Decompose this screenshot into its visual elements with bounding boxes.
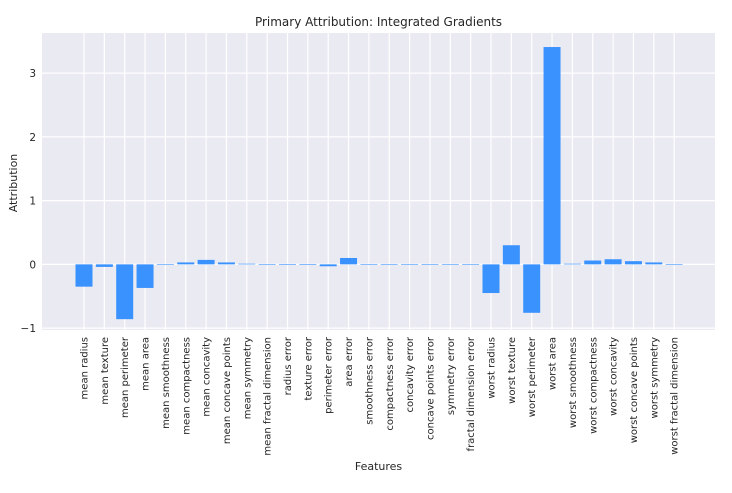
- bar-fractal-dimension-error: [462, 264, 480, 265]
- y-axis-label: Attribution: [7, 154, 20, 213]
- x-tick-label: perimeter error: [324, 336, 335, 414]
- x-tick-label: worst concavity: [609, 337, 620, 416]
- x-tick-label: radius error: [283, 336, 294, 395]
- x-tick-label: mean smoothness: [161, 337, 172, 429]
- y-tick-label: 2: [29, 132, 36, 144]
- bar-smoothness-error: [360, 264, 378, 265]
- x-tick-label: concave points error: [425, 336, 436, 440]
- x-tick-label: mean texture: [100, 337, 111, 405]
- bar-worst-fractal-dimension: [665, 264, 683, 265]
- x-tick-label: mean symmetry: [242, 337, 253, 419]
- bar-worst-concave-points: [624, 261, 642, 265]
- bar-mean-fractal-dimension: [258, 264, 276, 265]
- plot-background: [42, 33, 715, 330]
- x-tick-label: mean compactness: [181, 337, 192, 435]
- x-tick-label: area error: [344, 336, 355, 387]
- bar-mean-concave-points: [217, 262, 235, 265]
- bar-worst-perimeter: [523, 264, 541, 313]
- y-tick-label: −1: [21, 323, 36, 335]
- x-tick-label: compactness error: [385, 336, 396, 430]
- bar-concave-points-error: [421, 264, 439, 265]
- y-tick-label: 1: [29, 196, 36, 208]
- bar-worst-symmetry: [645, 262, 663, 265]
- x-tick-label: fractal dimension error: [466, 336, 477, 451]
- bar-compactness-error: [380, 264, 398, 265]
- bar-mean-area: [136, 264, 154, 288]
- bar-mean-smoothness: [156, 264, 174, 265]
- bar-mean-concavity: [197, 259, 215, 265]
- bar-worst-texture: [502, 245, 520, 265]
- bar-worst-compactness: [584, 260, 602, 265]
- bar-mean-symmetry: [238, 263, 256, 265]
- x-tick-label: mean area: [141, 337, 152, 391]
- bar-mean-compactness: [177, 262, 195, 265]
- bar-symmetry-error: [441, 264, 459, 265]
- x-axis-label: Features: [355, 460, 403, 473]
- bar-mean-texture: [95, 264, 113, 267]
- x-tick-label: worst perimeter: [527, 336, 538, 417]
- x-tick-label: symmetry error: [446, 336, 457, 415]
- bar-worst-radius: [482, 264, 500, 294]
- x-tick-label: worst texture: [507, 337, 518, 404]
- chart-title: Primary Attribution: Integrated Gradient…: [255, 15, 502, 29]
- x-tick-label: worst concave points: [629, 337, 640, 443]
- bar-worst-area: [543, 47, 561, 265]
- grid: [42, 33, 715, 330]
- x-tick-label: worst symmetry: [649, 337, 660, 419]
- x-tick-label: mean perimeter: [120, 336, 131, 418]
- x-tick-label: worst area: [548, 337, 559, 390]
- x-tick-label: mean fractal dimension: [263, 337, 274, 456]
- bar-worst-concavity: [604, 259, 622, 265]
- bars: [75, 47, 683, 320]
- x-tick-label: worst fractal dimension: [670, 337, 681, 455]
- x-tick-label: worst compactness: [588, 337, 599, 434]
- x-tick-label: smoothness error: [364, 336, 375, 425]
- bar-perimeter-error: [319, 264, 337, 267]
- x-tick-label: worst radius: [487, 337, 498, 399]
- bar-area-error: [340, 257, 358, 265]
- x-tick-label: texture error: [303, 336, 314, 400]
- x-tick-label: mean concavity: [202, 337, 213, 417]
- x-tick-label: worst smoothness: [568, 337, 579, 428]
- bar-mean-radius: [75, 264, 93, 287]
- bar-texture-error: [299, 264, 317, 265]
- bar-radius-error: [279, 264, 296, 265]
- x-axis-ticks: mean radius mean texture mean perimeter mea…: [80, 336, 681, 455]
- bar-worst-smoothness: [563, 263, 581, 265]
- x-tick-label: concavity error: [405, 336, 416, 412]
- bar-mean-perimeter: [116, 264, 134, 320]
- bar-concavity-error: [401, 264, 419, 265]
- x-tick-label: mean radius: [80, 337, 91, 399]
- y-axis-ticks: −1 0 1 2 3: [21, 68, 36, 335]
- y-tick-label: 0: [29, 259, 36, 271]
- y-tick-label: 3: [29, 68, 36, 80]
- x-tick-label: mean concave points: [222, 337, 233, 444]
